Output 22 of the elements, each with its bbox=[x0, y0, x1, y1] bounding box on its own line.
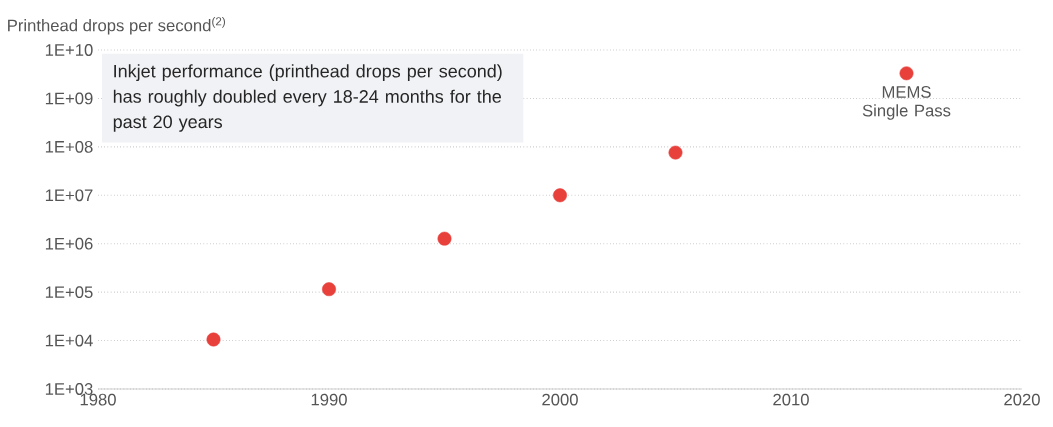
point bbox=[437, 231, 452, 246]
annotation: Inkjet performance (printhead drops per second) has roughly doubled every 18-24 months for the past 20 years bbox=[113, 64, 502, 132]
annotation: MEMS Single Pass bbox=[862, 86, 951, 120]
point bbox=[899, 66, 914, 81]
x-tick-label: 2020 bbox=[1004, 393, 1040, 406]
point bbox=[553, 188, 567, 203]
y-tick-label: 1E+07 bbox=[45, 189, 93, 202]
y-tick-label: 1E+03 bbox=[45, 383, 93, 395]
x-tick-label: 1980 bbox=[80, 393, 116, 406]
y-axis-title: Printhead drops per second$^{(2)}$ bbox=[8, 16, 226, 35]
point bbox=[322, 282, 336, 297]
point bbox=[668, 145, 683, 160]
y-tick-label: 1E+05 bbox=[45, 286, 93, 299]
point bbox=[206, 332, 221, 347]
x-tick-label: 2010 bbox=[773, 393, 809, 406]
x-tick-label: 2000 bbox=[542, 393, 578, 406]
y-tick-label: 1E+10 bbox=[45, 44, 93, 56]
y-tick-label: 1E+09 bbox=[45, 92, 93, 105]
x-tick-label: 1990 bbox=[311, 393, 347, 406]
y-tick-label: 1E+04 bbox=[45, 334, 93, 347]
y-tick-label: 1E+08 bbox=[45, 140, 93, 153]
y-tick-label: 1E+06 bbox=[45, 237, 93, 250]
